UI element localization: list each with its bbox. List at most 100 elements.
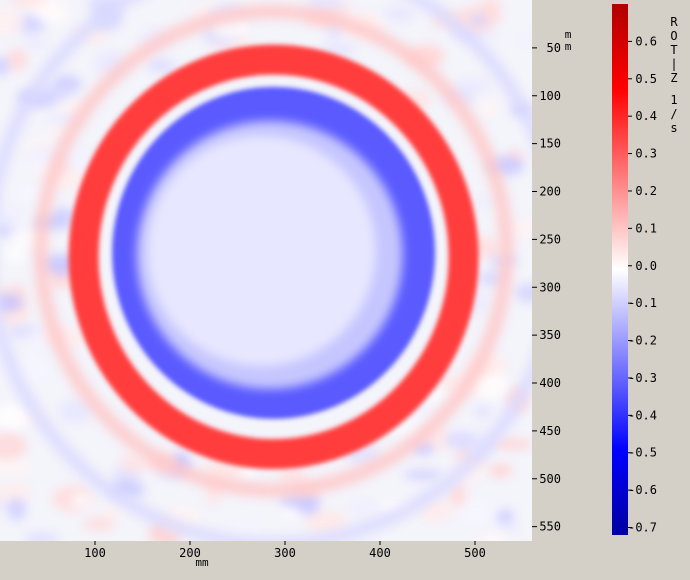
y-tick-label: 300: [539, 280, 561, 294]
noise-blob: [7, 0, 48, 7]
vorticity-field: [0, 0, 532, 541]
heatmap-plot-area: [0, 0, 532, 541]
y-tick-label: 250: [539, 232, 561, 246]
colorbar-title-char: T: [670, 43, 677, 57]
noise-blob: [35, 9, 71, 24]
noise-blob: [420, 500, 452, 522]
noise-blob: [468, 14, 487, 27]
noise-blob: [0, 482, 32, 505]
colorbar-tick-label: -0.4: [628, 408, 657, 422]
noise-blob: [0, 56, 10, 76]
x-tick-label: 300: [274, 546, 296, 560]
colorbar-title-char: O: [670, 29, 677, 43]
noise-blob: [69, 147, 94, 175]
noise-blob: [383, 7, 416, 21]
noise-blob: [50, 207, 75, 230]
colorbar-tick-label: 0.2: [635, 184, 657, 198]
noise-blob: [403, 469, 443, 481]
x-tick-label: 200: [179, 546, 201, 560]
y-axis-unit: m m: [565, 28, 572, 53]
noise-blob: [474, 404, 492, 420]
y-tick-label: 350: [539, 328, 561, 342]
noise-blob: [478, 98, 499, 118]
colorbar-unit-char: 1: [670, 93, 677, 107]
outer-ripple-ring: [33, 4, 514, 498]
noise-blob: [0, 202, 26, 228]
colorbar-unit-char: s: [670, 121, 677, 135]
x-axis-unit: mm: [195, 556, 209, 569]
colorbar-tick-label: -0.1: [628, 296, 657, 310]
y-tick-label: 50: [547, 41, 561, 55]
x-tick-label: 500: [464, 546, 486, 560]
x-tick-label: 400: [369, 546, 391, 560]
noise-blob: [24, 532, 59, 541]
colorbar-tick-label: 0.6: [635, 34, 657, 48]
y-tick-label: 500: [539, 472, 561, 486]
noise-blob: [0, 403, 32, 430]
noise-blob: [474, 372, 509, 400]
colorbar-title: ROT|Z 1/s: [670, 15, 678, 135]
colorbar-title-char: |: [670, 57, 677, 71]
noise-blob: [304, 510, 348, 534]
noise-blob: [449, 483, 467, 507]
colorbar-tick-label: -0.6: [628, 483, 657, 497]
y-tick-label: 450: [539, 424, 561, 438]
colorbar-unit-char: /: [670, 107, 677, 121]
noise-blob: [492, 438, 532, 450]
y-tick-label: 200: [539, 185, 561, 199]
noise-blob: [71, 493, 91, 508]
noise-blob: [7, 48, 28, 71]
vortex-core: [147, 135, 376, 366]
noise-blob: [102, 506, 124, 519]
noise-blob: [0, 432, 27, 460]
colorbar-title-char: R: [670, 15, 678, 29]
colorbar-tick-label: 0.0: [635, 259, 657, 273]
noise-blob: [321, 43, 357, 56]
colorbar: [612, 4, 628, 535]
noise-blob: [58, 399, 92, 424]
noise-blob: [7, 497, 27, 521]
colorbar-tick-label: -0.5: [628, 446, 657, 460]
noise-blob: [457, 497, 498, 526]
noise-blob: [476, 533, 514, 541]
noise-blob: [488, 463, 513, 478]
noise-blob: [0, 293, 23, 313]
colorbar-tick-label: 0.1: [635, 221, 657, 235]
noise-blob: [120, 454, 145, 474]
y-unit-char: m: [565, 40, 572, 53]
colorbar-ticks: 0.6 0.5 0.4 0.3 0.2 0.1 0.0 -0.1 -0.2 -0.3 -0.4 -0.…: [628, 34, 657, 535]
noise-blob: [444, 430, 477, 450]
colorbar-tick-label: -0.2: [628, 334, 657, 348]
noise-blob: [83, 517, 115, 531]
y-unit-char: m: [565, 28, 572, 41]
y-tick-label: 400: [539, 376, 561, 390]
noise-blob: [473, 196, 491, 209]
y-tick-label: 150: [539, 137, 561, 151]
noise-blob: [0, 9, 25, 36]
colorbar-tick-label: 0.4: [635, 109, 657, 123]
noise-blob: [5, 246, 26, 263]
x-axis: 100 200 300 400 500: [84, 541, 486, 560]
noise-blob: [22, 36, 49, 50]
noise-blob: [147, 58, 176, 73]
colorbar-tick-label: -0.7: [628, 521, 657, 535]
colorbar-tick-label: -0.3: [628, 371, 657, 385]
colorbar-title-char: Z: [670, 71, 677, 85]
colorbar-tick-label: 0.3: [635, 147, 657, 161]
noise-blob: [279, 493, 321, 509]
y-axis: 50 100 150 200 250 300 350 400 450 500 550: [532, 41, 561, 534]
noise-blob: [348, 501, 385, 516]
noise-blob: [515, 283, 532, 303]
x-tick-label: 100: [84, 546, 106, 560]
noise-blob: [25, 331, 46, 357]
noise-blob: [495, 509, 514, 524]
noise-blob: [509, 220, 532, 238]
noise-blob: [0, 459, 34, 475]
y-tick-label: 100: [539, 89, 561, 103]
colorbar-tick-label: 0.5: [635, 72, 657, 86]
noise-blob: [516, 35, 532, 46]
y-tick-label: 550: [539, 520, 561, 534]
noise-blob: [279, 467, 307, 484]
positive-vorticity-ring: [68, 44, 479, 470]
